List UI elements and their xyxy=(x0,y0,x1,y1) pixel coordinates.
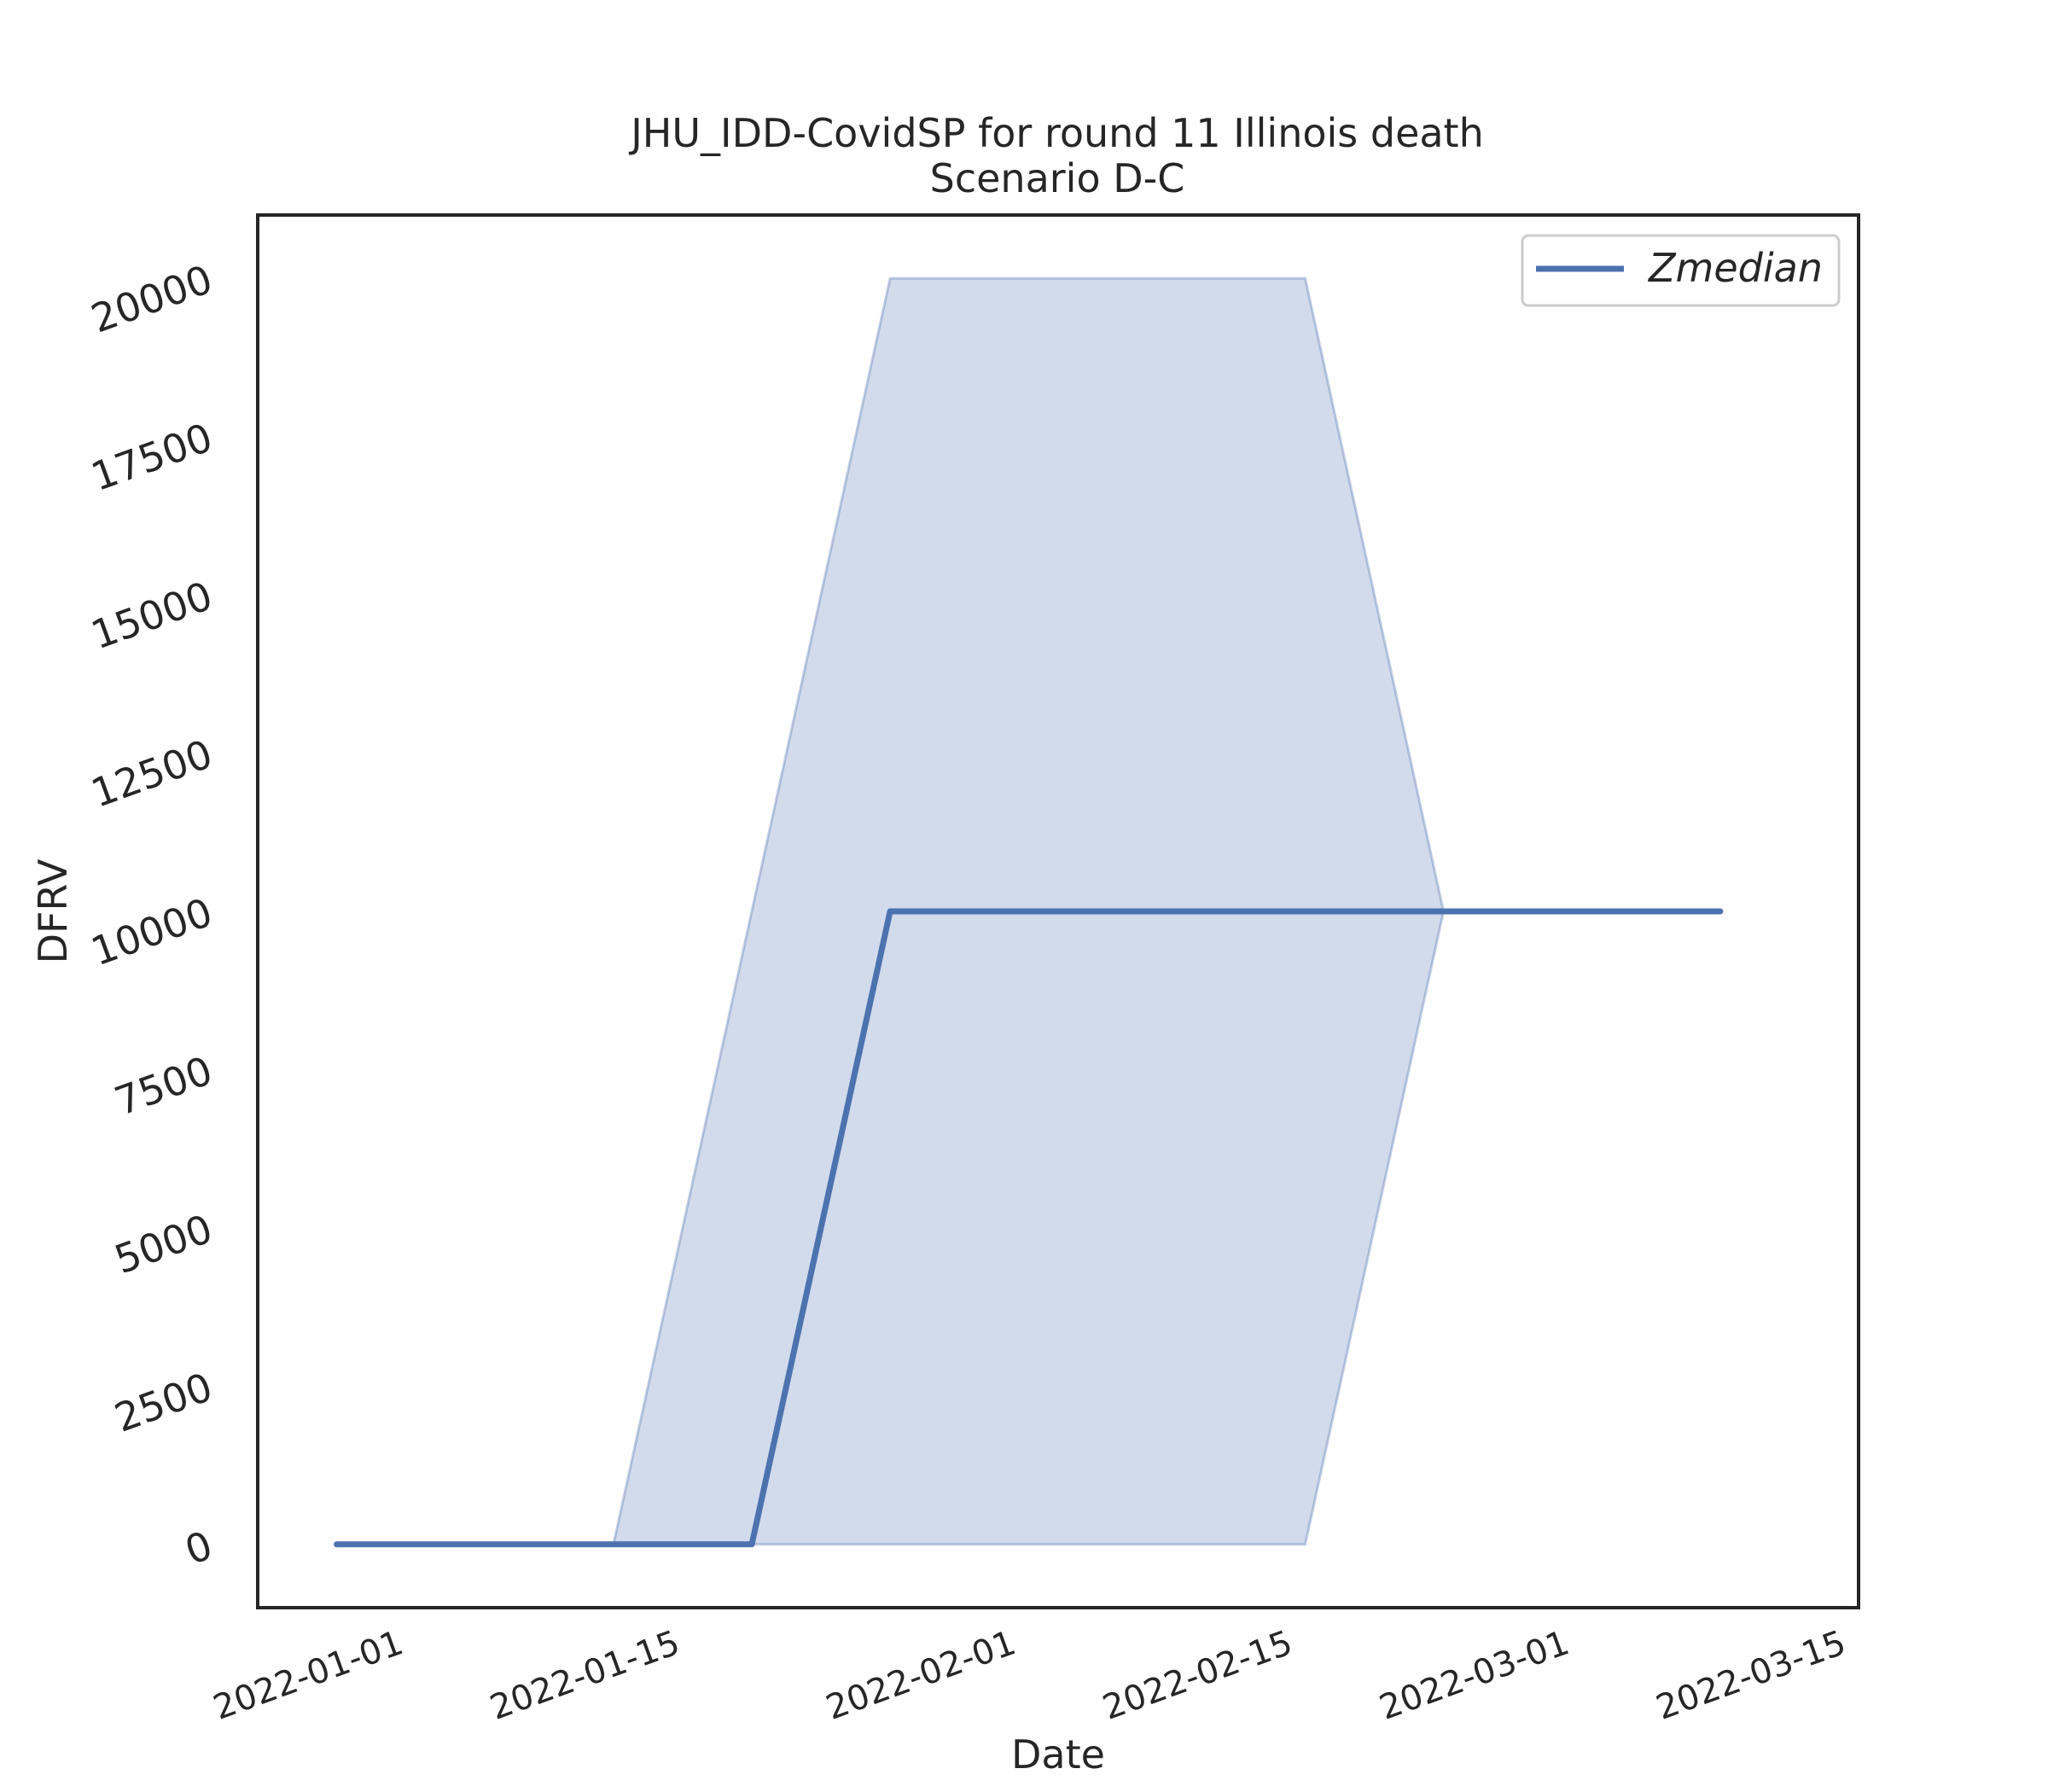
y-tick-label: 12500 xyxy=(85,730,218,817)
x-tick-label: 2022-03-15 xyxy=(1651,1623,1851,1728)
legend-label-zmedian: Zmedian xyxy=(1647,245,1823,291)
plot-area xyxy=(334,276,1724,1548)
chart-subtitle: Scenario D-C xyxy=(930,155,1185,201)
x-axis-label: Date xyxy=(1011,1731,1105,1777)
legend: Zmedian xyxy=(1521,234,1841,307)
y-tick-label: 7500 xyxy=(108,1047,218,1125)
x-tick-label: 2022-01-15 xyxy=(485,1623,684,1728)
y-axis-label: DFRV xyxy=(30,858,76,963)
x-tick-label: 2022-02-15 xyxy=(1097,1623,1297,1728)
x-tick-label: 2022-03-01 xyxy=(1375,1623,1574,1728)
x-tick-labels: 2022-01-01 2022-01-15 2022-02-01 2022-02-15… xyxy=(208,1623,1851,1728)
legend-box xyxy=(1521,234,1841,307)
x-tick-label: 2022-02-01 xyxy=(821,1623,1021,1728)
y-tick-label: 2500 xyxy=(108,1364,218,1441)
x-tick-label: 2022-01-01 xyxy=(208,1623,408,1728)
y-tick-label: 17500 xyxy=(85,414,218,500)
series-line-zmedian xyxy=(334,908,1724,1548)
y-tick-label: 0 xyxy=(179,1521,218,1574)
y-tick-labels: 0 2500 5000 7500 10000 12500 15000 17500 20000 xyxy=(85,256,218,1574)
axes-frame xyxy=(256,213,1860,1609)
y-tick-label: 10000 xyxy=(85,889,218,975)
y-tick-label: 20000 xyxy=(85,256,218,342)
y-tick-label: 5000 xyxy=(108,1205,218,1283)
y-tick-label: 15000 xyxy=(85,573,218,659)
chart-title: JHU_IDD-CovidSP for round 11 Illinois de… xyxy=(628,110,1484,156)
